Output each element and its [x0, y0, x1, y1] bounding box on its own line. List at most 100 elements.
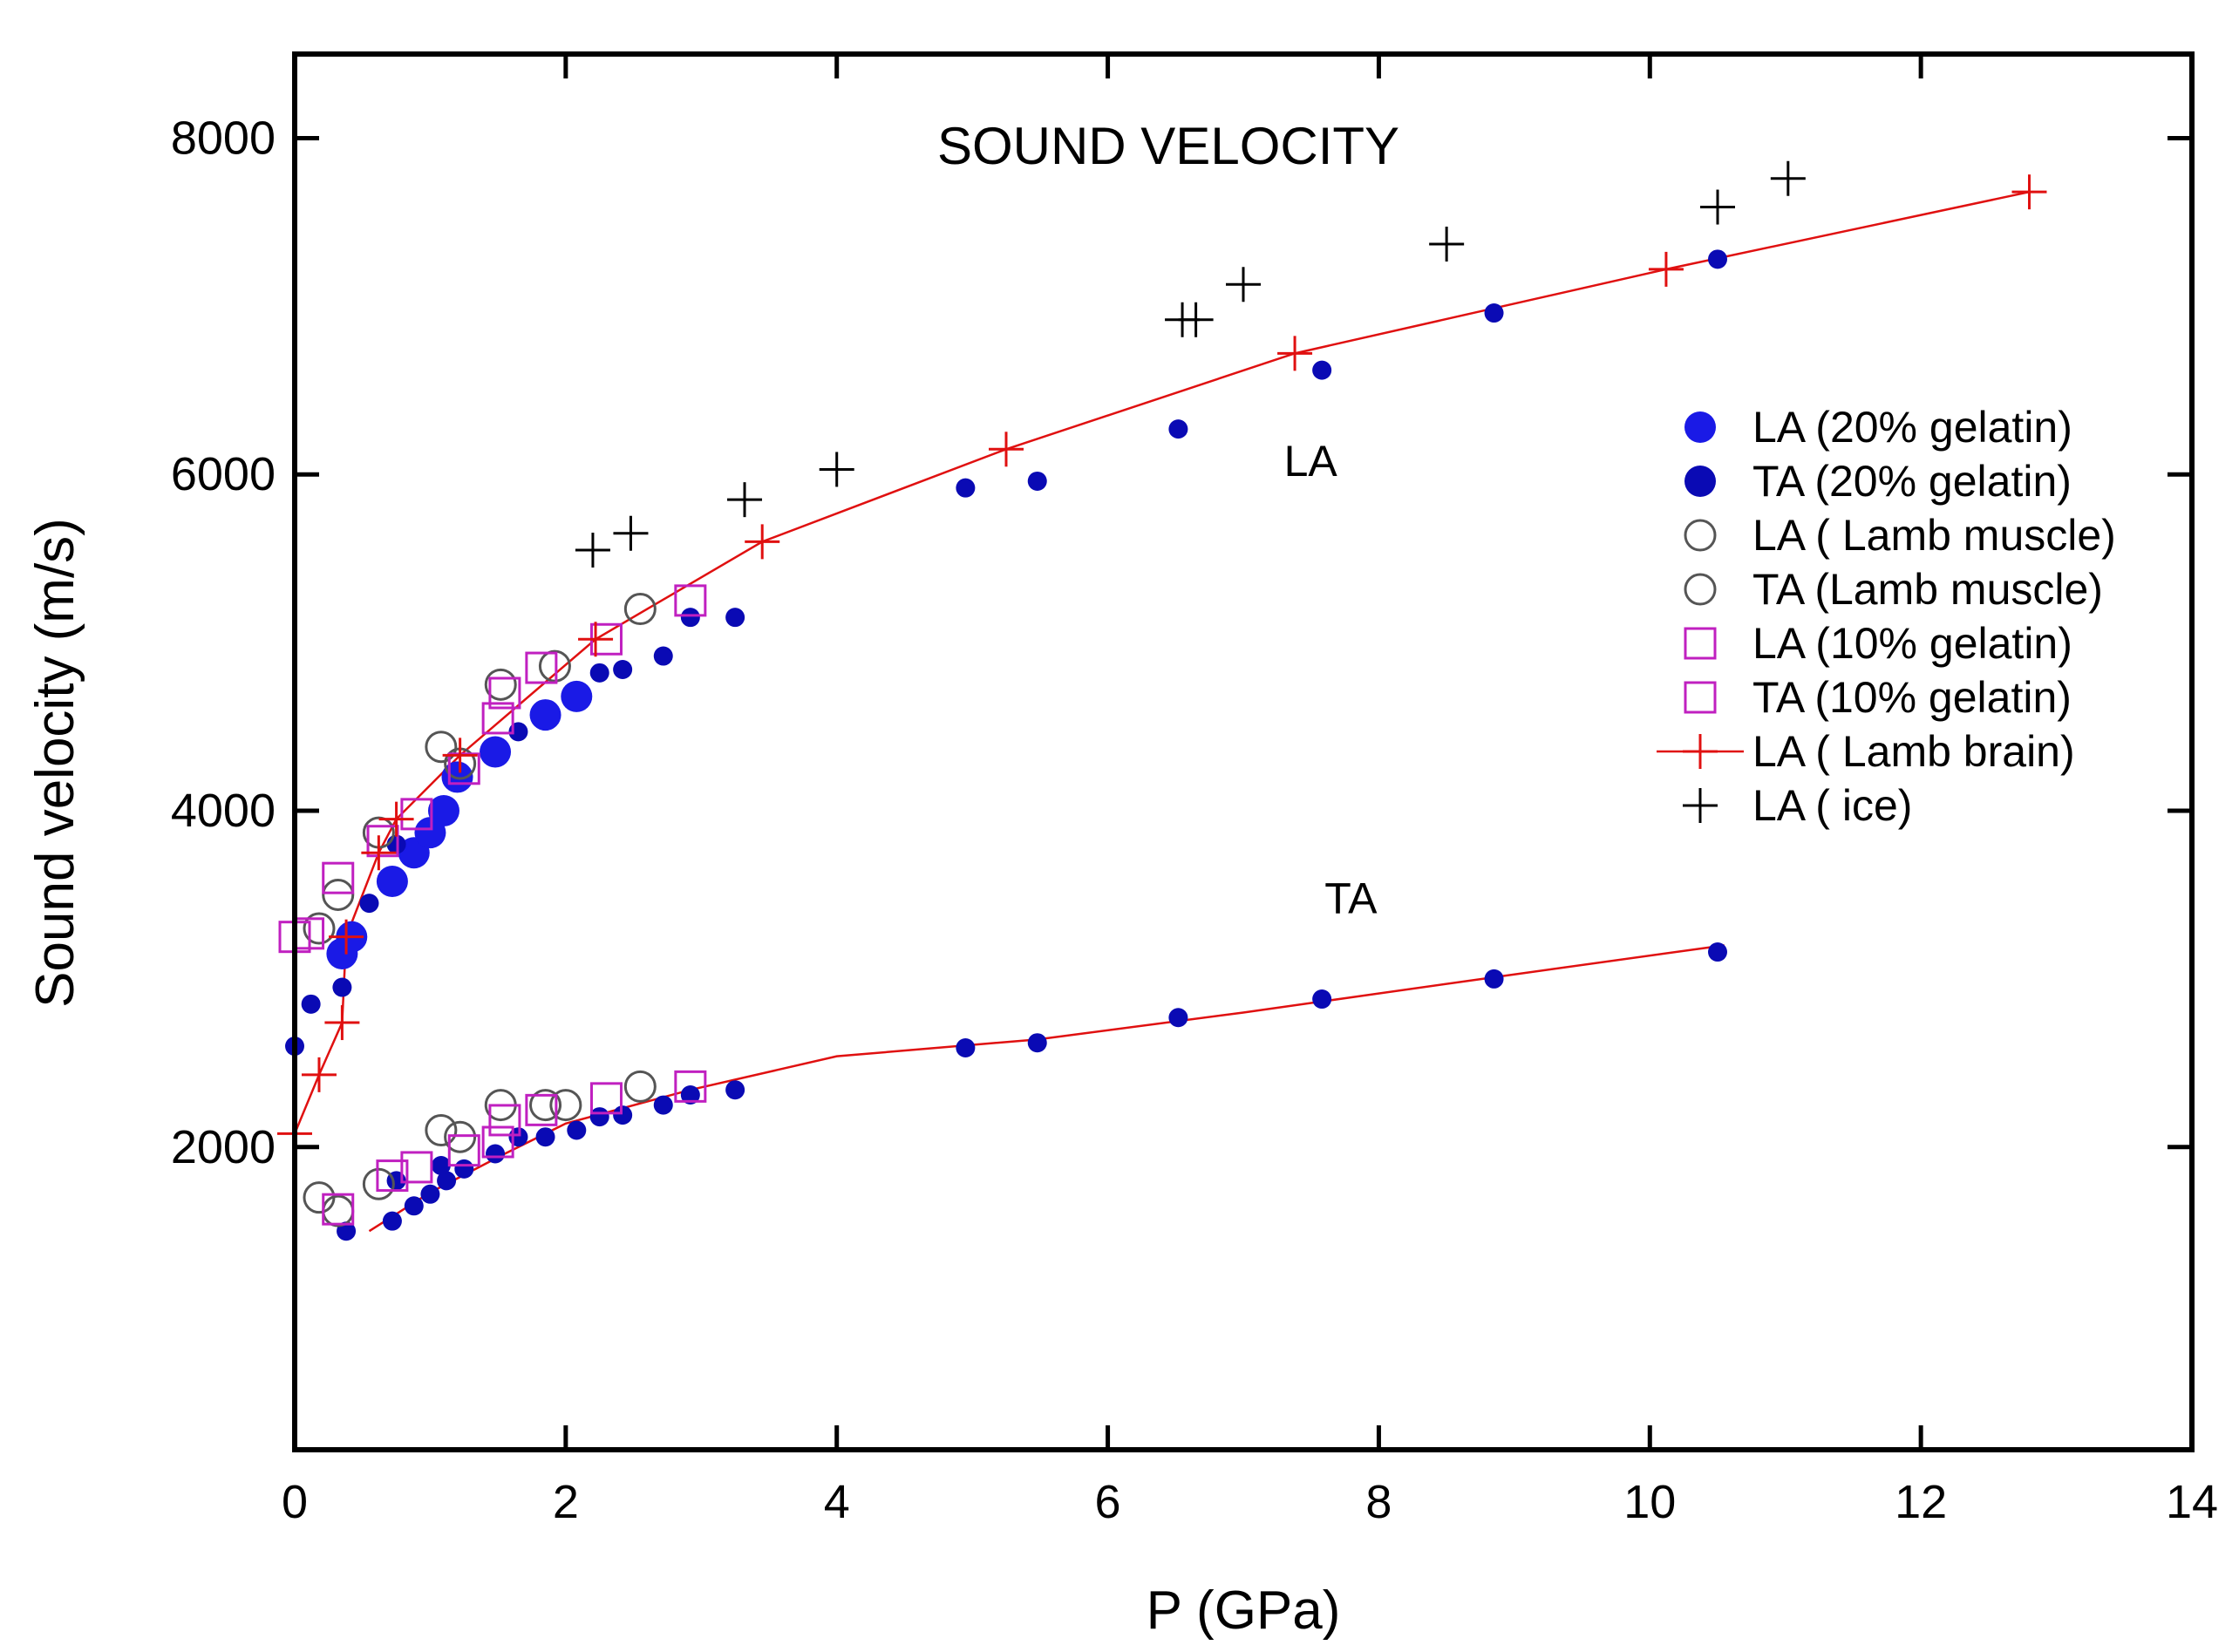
series-7 — [575, 160, 1806, 568]
chart-title: SOUND VELOCITY — [937, 117, 1399, 175]
legend-label: LA (20% gelatin) — [1752, 403, 2072, 452]
data-point — [623, 593, 657, 626]
data-point — [301, 994, 321, 1014]
y-tick-label: 8000 — [171, 112, 276, 164]
data-point — [1648, 251, 1684, 287]
data-point — [725, 1080, 745, 1100]
data-point — [425, 1114, 458, 1147]
legend-entry: LA ( Lamb brain) — [1657, 727, 2075, 776]
y-tick-label: 4000 — [171, 785, 276, 837]
legend-entry: LA ( Lamb muscle) — [1684, 511, 2116, 560]
x-tick-label: 12 — [1895, 1476, 1947, 1528]
legend-label: LA ( Lamb brain) — [1752, 727, 2075, 776]
legend-label: LA (10% gelatin) — [1752, 619, 2072, 668]
data-point — [1226, 267, 1261, 303]
data-point — [589, 1107, 609, 1127]
data-point — [613, 1105, 633, 1125]
data-point — [727, 482, 763, 518]
legend: LA (20% gelatin) TA (20% gelatin) LA ( Lam… — [1657, 403, 2116, 830]
legend-marker — [1684, 681, 1717, 714]
data-point — [529, 699, 561, 731]
x-axis-label: P (GPa) — [1147, 1581, 1341, 1641]
data-point — [535, 1127, 555, 1147]
data-point — [525, 1093, 558, 1126]
data-point — [1312, 989, 1332, 1010]
legend-label: LA ( Lamb muscle) — [1752, 511, 2116, 560]
data-point — [322, 878, 355, 911]
data-point — [653, 1095, 673, 1115]
data-point — [613, 659, 633, 679]
data-point — [303, 912, 336, 945]
data-point — [529, 1089, 562, 1122]
data-point — [819, 452, 854, 487]
y-axis-label: Sound velocity (m/s) — [25, 518, 85, 1008]
data-point — [488, 1104, 521, 1137]
data-point — [653, 646, 673, 666]
x-tick-label: 14 — [2166, 1476, 2218, 1528]
data-point — [613, 515, 649, 551]
data-point — [481, 702, 514, 735]
data-point — [431, 1156, 451, 1176]
data-point — [1708, 942, 1727, 962]
data-point — [322, 861, 355, 894]
data-point — [674, 1070, 707, 1103]
data-point — [444, 1120, 477, 1153]
data-point — [589, 663, 609, 683]
data-point — [301, 1057, 337, 1092]
data-point — [382, 1211, 402, 1231]
legend-marker — [1683, 734, 1718, 769]
x-tick-label: 10 — [1623, 1476, 1676, 1528]
legend-entry: LA ( ice) — [1683, 781, 1912, 830]
series-6 — [277, 174, 2047, 1152]
data-point — [1770, 160, 1806, 196]
data-point — [1312, 360, 1332, 380]
series-line-8 — [368, 944, 1725, 1233]
annotation-ta: TA — [1324, 874, 1378, 923]
legend-entry: LA (10% gelatin) — [1684, 619, 2072, 668]
axis-ticks: 0 2 4 6 8 10 12 14 2000 4000 6000 8000 — [171, 54, 2218, 1528]
data-point — [322, 1193, 355, 1226]
x-tick-label: 2 — [553, 1476, 579, 1528]
series-1 — [285, 249, 1727, 1241]
legend-entry: TA (10% gelatin) — [1684, 673, 2072, 722]
annotation-la: LA — [1284, 437, 1338, 486]
legend-label: LA ( ice) — [1752, 781, 1912, 830]
legend-marker — [1683, 788, 1718, 823]
data-point — [376, 1159, 409, 1193]
data-point — [1429, 226, 1465, 262]
legend-marker — [1684, 411, 1716, 443]
x-tick-label: 4 — [824, 1476, 850, 1528]
data-point — [956, 478, 976, 498]
data-point — [400, 798, 433, 831]
legend-marker — [1684, 573, 1717, 606]
data-point — [623, 1070, 657, 1103]
data-point — [404, 1196, 424, 1216]
data-point — [425, 731, 458, 764]
data-point — [329, 919, 364, 955]
data-point — [488, 676, 521, 710]
data-point — [1178, 302, 1214, 337]
series-5 — [322, 1070, 707, 1226]
legend-marker — [1684, 627, 1717, 660]
data-point — [549, 1089, 582, 1122]
data-point — [378, 801, 414, 837]
data-point — [454, 1159, 474, 1179]
data-point — [484, 668, 517, 701]
data-point — [427, 795, 459, 827]
data-point — [1277, 336, 1313, 371]
y-tick-label: 2000 — [171, 1121, 276, 1173]
legend-label: TA (10% gelatin) — [1752, 673, 2072, 722]
data-point — [680, 1084, 700, 1105]
legend-marker — [1684, 466, 1716, 497]
plot-frame — [292, 51, 2195, 1452]
data-point — [1168, 1008, 1188, 1028]
x-tick-label: 0 — [282, 1476, 308, 1528]
data-point — [567, 1120, 587, 1140]
x-tick-label: 6 — [1095, 1476, 1121, 1528]
data-point — [525, 651, 558, 684]
data-point — [1484, 969, 1504, 989]
data-point — [575, 533, 610, 568]
data-point — [447, 752, 480, 785]
data-point — [1027, 1033, 1047, 1053]
